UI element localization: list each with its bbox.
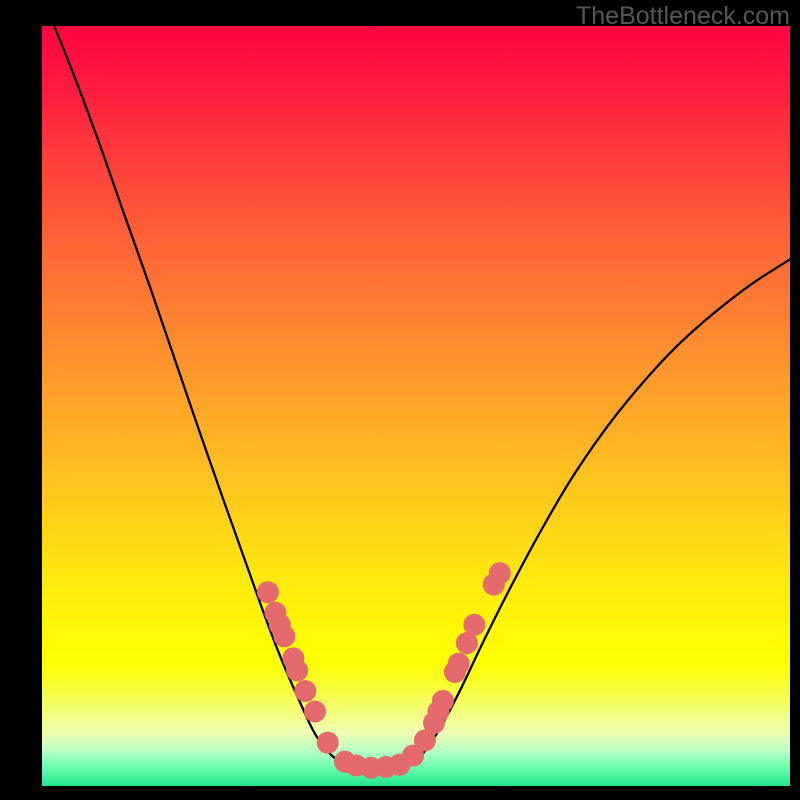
data-dot bbox=[294, 680, 316, 702]
data-dot bbox=[489, 562, 511, 584]
data-dot bbox=[257, 581, 279, 603]
data-dot bbox=[448, 653, 470, 675]
data-dot bbox=[463, 614, 485, 636]
bottleneck-chart bbox=[0, 0, 800, 800]
chart-container: TheBottleneck.com bbox=[0, 0, 800, 800]
data-dot bbox=[273, 625, 295, 647]
data-dot bbox=[286, 659, 308, 681]
watermark-text: TheBottleneck.com bbox=[576, 2, 790, 31]
data-dot bbox=[432, 690, 454, 712]
data-dot bbox=[317, 732, 339, 754]
data-dot bbox=[304, 701, 326, 723]
gradient-background bbox=[42, 26, 790, 786]
